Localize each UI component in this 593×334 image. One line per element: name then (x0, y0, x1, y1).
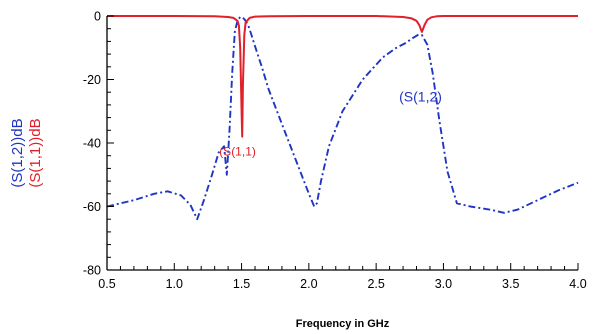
series-label: (S(1,1) (219, 145, 256, 159)
x-tick-label: 3.5 (502, 277, 519, 291)
y-tick-label: -80 (83, 264, 101, 278)
y-tick-label: -60 (83, 200, 101, 214)
y-axis-title: (S(1,2))dB (9, 118, 26, 187)
series-labels: (S(1,2) (S(1,1) (219, 89, 442, 159)
y-axis-titles: (S(1,2))dB (S(1,1))dB (9, 118, 44, 187)
x-tick-label: 3.0 (435, 277, 452, 291)
x-tick-label: 2.5 (367, 277, 384, 291)
x-tick-label: 4.0 (569, 277, 586, 291)
x-axis-title: Frequency in GHz (296, 318, 390, 330)
y-tick-label: -20 (83, 73, 101, 87)
y-tick-label: 0 (94, 10, 101, 24)
axes (106, 16, 578, 271)
y-axis-title: (S(1,1))dB (27, 118, 44, 187)
x-tick-label: 2.0 (300, 277, 317, 291)
series-label: (S(1,2) (399, 89, 442, 105)
x-tick-label: 0.5 (98, 277, 115, 291)
plot-area (106, 15, 579, 221)
series-line-s12 (106, 16, 579, 221)
x-tick-label: 1.0 (166, 277, 183, 291)
y-ticks: 0 -20 -40 -60 -80 (83, 10, 114, 278)
x-tick-label: 1.5 (233, 277, 250, 291)
x-ticks: 0.5 1.0 1.5 2.0 2.5 3.0 3.5 4.0 (98, 263, 587, 291)
series-line-s11 (107, 15, 578, 138)
y-tick-label: -40 (83, 137, 101, 151)
